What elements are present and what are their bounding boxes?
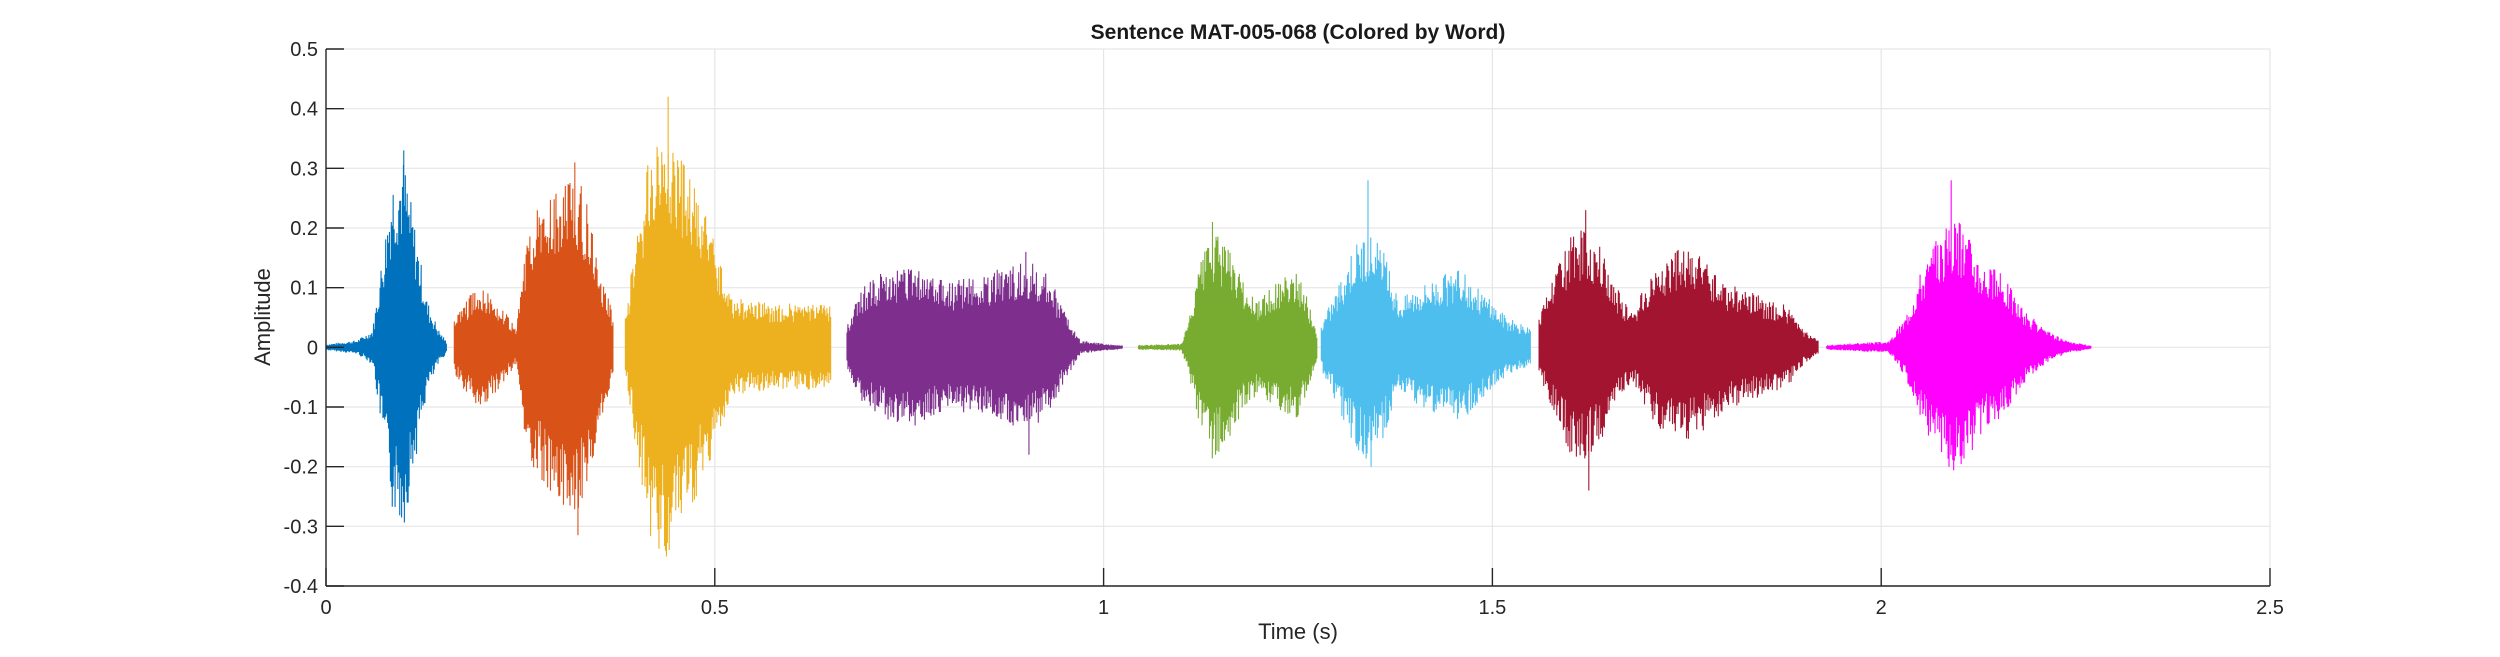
x-axis-label: Time (s) (1258, 619, 1338, 644)
axes (325, 48, 2271, 587)
y-tick-label: -0.4 (284, 576, 318, 598)
y-tick-label: 0.3 (290, 158, 318, 180)
tick-labels: 0 0.5 1 1.5 2 2.5 -0.4 -0.3 -0.2 -0.1 0 0.1 0.2 0.3 0.… (284, 39, 2284, 619)
y-tick-label: 0.4 (290, 99, 318, 121)
x-tick-label: 0 (320, 597, 331, 619)
y-axis-label: Amplitude (250, 268, 275, 366)
y-tick-label: -0.1 (284, 397, 318, 419)
waveform-series-6 (1320, 180, 1531, 467)
waveform-series-7 (1538, 210, 1819, 491)
waveform-series-8 (1826, 180, 2092, 471)
x-tick-label: 1.5 (1478, 597, 1506, 619)
y-tick-label: 0.1 (290, 278, 318, 300)
y-tick-label: 0.2 (290, 218, 318, 240)
waveform-series-5 (1138, 222, 1318, 459)
x-tick-label: 1 (1098, 597, 1109, 619)
waveform-series-4 (846, 251, 1123, 455)
y-tick-label: 0.5 (290, 39, 318, 61)
series-group (325, 96, 2092, 557)
y-tick-label: -0.2 (284, 457, 318, 479)
x-tick-label: 2 (1876, 597, 1887, 619)
x-tick-label: 2.5 (2256, 597, 2284, 619)
waveform-series-1 (325, 150, 447, 523)
y-tick-label: 0 (307, 337, 318, 359)
y-tick-label: -0.3 (284, 516, 318, 538)
waveform-series-2 (453, 162, 614, 536)
chart-title: Sentence MAT-005-068 (Colored by Word) (1091, 21, 1506, 44)
waveform-series-3 (624, 96, 832, 557)
x-tick-label: 0.5 (701, 597, 729, 619)
